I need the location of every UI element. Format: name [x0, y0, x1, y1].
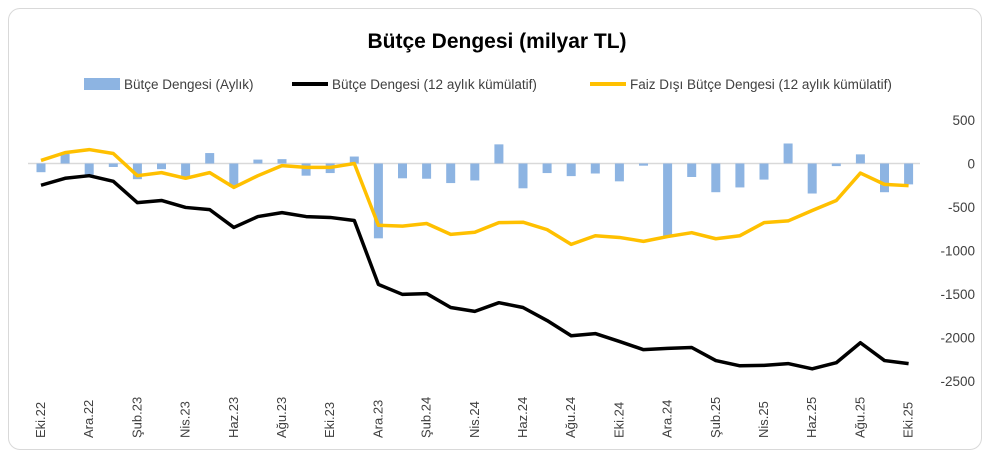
bar-Tem.24: [542, 163, 552, 174]
bar-Haz.23: [229, 163, 239, 187]
y-tick-label: 0: [967, 157, 975, 172]
bar-Tem.23: [253, 159, 263, 164]
bar-Kas.23: [349, 156, 359, 164]
bar-Şub.24: [422, 163, 432, 179]
bar-Eyl.23: [301, 163, 311, 176]
x-tick-label: Ara.24: [660, 400, 675, 438]
chart-frame: [8, 8, 982, 450]
x-tick-label: Ağu.24: [563, 397, 578, 438]
chart-title: Bütçe Dengesi (milyar TL): [367, 30, 626, 53]
bar-Ağu.23: [277, 159, 287, 164]
x-tick-label: Haz.23: [226, 397, 241, 438]
bar-Oca.25: [687, 163, 697, 177]
x-tick-label: Eki.22: [33, 402, 48, 438]
bar-Eki.24: [614, 163, 624, 182]
bar-Ara.23: [373, 163, 383, 239]
bar-Mar.25: [735, 163, 745, 188]
x-tick-label: Ağu.25: [852, 397, 867, 438]
bar-Mar.24: [446, 163, 456, 184]
y-tick-label: -1000: [940, 244, 975, 259]
legend-label-total: Bütçe Dengesi (12 aylık kümülatif): [332, 77, 537, 92]
line-total-balance: [40, 173, 909, 371]
x-tick-label: Nis.25: [756, 401, 771, 438]
x-tick-label: Şub.24: [419, 397, 434, 438]
bar-Eki.25: [904, 163, 914, 185]
bar-Haz.24: [518, 163, 528, 189]
legend: Bütçe Dengesi (Aylık) Bütçe Dengesi (12 …: [84, 77, 892, 92]
x-tick-label: Haz.25: [804, 397, 819, 438]
x-tick-label: Ağu.23: [274, 397, 289, 438]
x-tick-label: Eki.25: [901, 402, 916, 438]
bar-Ağu.25: [855, 154, 865, 164]
x-tick-label: Şub.23: [129, 397, 144, 438]
line-primary-balance: [40, 147, 909, 247]
bar-Nis.23: [181, 163, 191, 177]
x-tick-label: Nis.24: [467, 401, 482, 438]
bar-Oca.24: [398, 163, 407, 179]
y-tick-label: -500: [948, 200, 975, 215]
y-tick-label: -1500: [940, 287, 975, 302]
y-tick-label: -2500: [940, 374, 975, 389]
legend-label-bar: Bütçe Dengesi (Aylık): [124, 77, 254, 92]
x-tick-label: Ara.23: [370, 400, 385, 438]
bar-Nis.24: [470, 163, 480, 181]
x-tick-label: Nis.23: [178, 401, 193, 438]
bar-Eyl.25: [880, 163, 889, 193]
bar-Haz.25: [807, 163, 817, 194]
bar-Şub.25: [711, 163, 721, 193]
bar-Tem.25: [831, 163, 841, 167]
bar-May.25: [783, 143, 793, 164]
bar-May.24: [494, 144, 504, 164]
bar-Nis.25: [759, 163, 769, 180]
bar-May.23: [205, 153, 215, 164]
bar-Mar.23: [157, 163, 166, 170]
x-tick-label: Şub.25: [708, 397, 723, 438]
legend-label-primary: Faiz Dışı Bütçe Dengesi (12 aylık kümüla…: [630, 77, 892, 92]
bar-Oca.23: [108, 163, 118, 167]
bar-Ağu.24: [566, 163, 576, 177]
bar-Eyl.24: [590, 163, 600, 174]
bar-Kas.22: [60, 153, 70, 164]
bar-Ara.24: [663, 163, 673, 237]
y-tick-label: -2000: [940, 331, 975, 346]
x-tick-label: Haz.24: [515, 397, 530, 438]
y-tick-label: 500: [952, 113, 975, 128]
x-tick-label: Ara.22: [81, 400, 96, 438]
bar-Ara.22: [84, 163, 94, 175]
legend-swatch-bar: [84, 78, 120, 90]
x-tick-label: Eki.23: [322, 402, 337, 438]
bar-Eki.22: [36, 163, 46, 173]
x-tick-label: Eki.24: [611, 402, 626, 438]
bar-Şub.23: [132, 163, 142, 180]
bar-Kas.24: [639, 163, 648, 166]
